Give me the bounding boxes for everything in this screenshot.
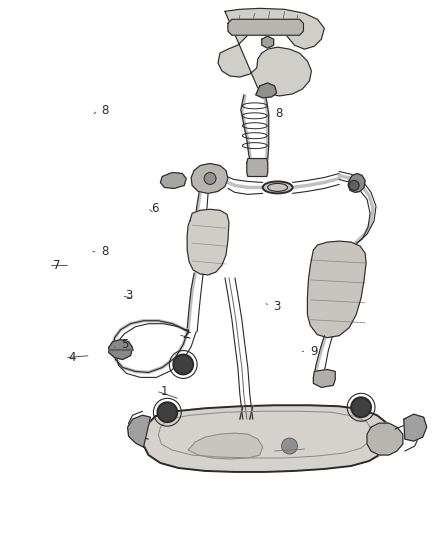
Text: 8: 8 bbox=[102, 103, 109, 117]
Polygon shape bbox=[228, 19, 304, 35]
Polygon shape bbox=[367, 423, 403, 455]
Polygon shape bbox=[247, 158, 268, 176]
Text: 7: 7 bbox=[53, 259, 60, 272]
Ellipse shape bbox=[263, 181, 293, 193]
Polygon shape bbox=[307, 241, 366, 337]
Text: 2: 2 bbox=[182, 328, 190, 341]
Polygon shape bbox=[187, 209, 229, 275]
Text: 5: 5 bbox=[121, 338, 128, 351]
Text: 1: 1 bbox=[160, 385, 168, 398]
Circle shape bbox=[349, 181, 359, 190]
Polygon shape bbox=[262, 36, 274, 48]
Text: 8: 8 bbox=[276, 107, 283, 120]
Polygon shape bbox=[348, 173, 365, 192]
Polygon shape bbox=[314, 369, 335, 387]
Circle shape bbox=[282, 438, 297, 454]
Circle shape bbox=[157, 402, 177, 422]
Text: 6: 6 bbox=[152, 201, 159, 215]
Circle shape bbox=[351, 397, 371, 417]
Polygon shape bbox=[144, 405, 389, 472]
Polygon shape bbox=[404, 414, 427, 441]
Text: 8: 8 bbox=[102, 245, 109, 258]
Polygon shape bbox=[188, 433, 263, 459]
Circle shape bbox=[173, 354, 193, 375]
Circle shape bbox=[204, 173, 216, 184]
Polygon shape bbox=[256, 83, 277, 98]
Polygon shape bbox=[218, 9, 324, 96]
Polygon shape bbox=[109, 340, 133, 360]
Polygon shape bbox=[127, 415, 150, 447]
Polygon shape bbox=[160, 173, 186, 188]
Text: 3: 3 bbox=[273, 300, 281, 313]
Text: 9: 9 bbox=[311, 345, 318, 358]
Text: 3: 3 bbox=[125, 289, 133, 302]
Text: 4: 4 bbox=[69, 351, 76, 364]
Polygon shape bbox=[191, 164, 228, 193]
